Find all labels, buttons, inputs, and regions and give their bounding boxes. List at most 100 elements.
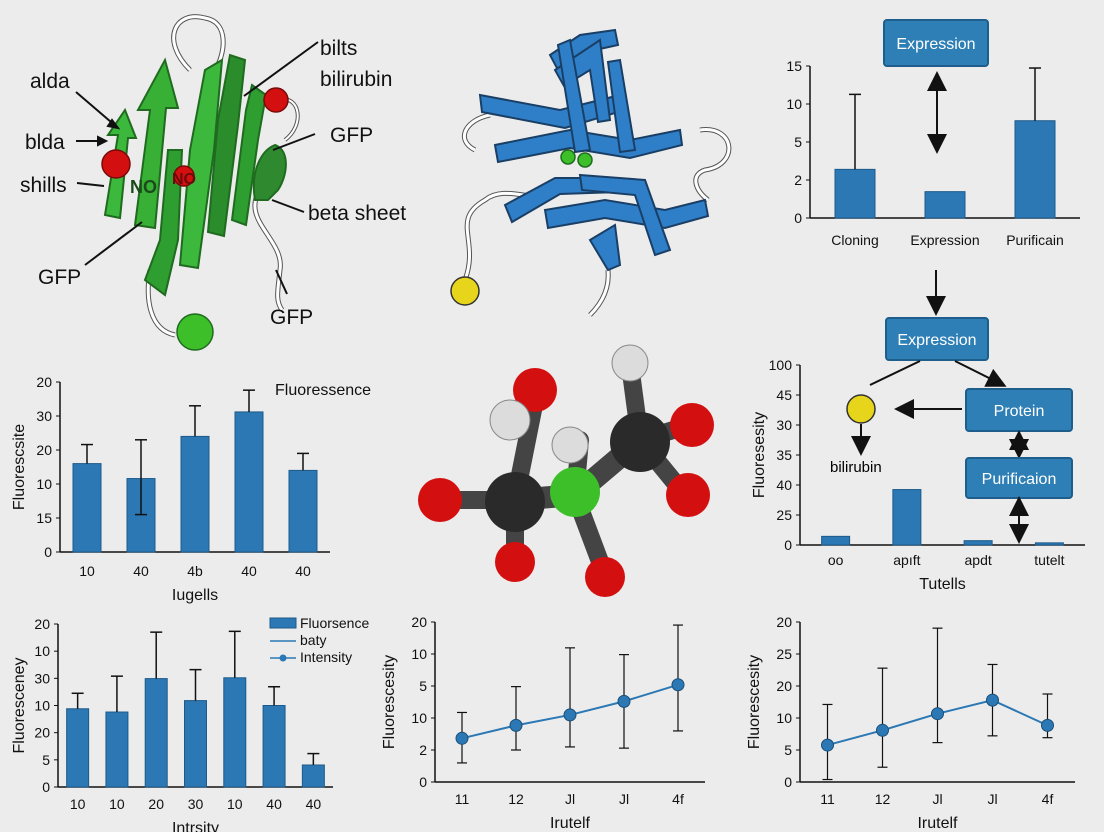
bar (892, 489, 922, 546)
x-tick-label: 10 (79, 563, 95, 579)
x-tick-label: 4f (1042, 791, 1054, 807)
bar (184, 700, 207, 788)
y-tick-label: 30 (34, 670, 50, 686)
y-tick-label: 10 (411, 646, 427, 662)
data-point (617, 694, 631, 708)
y-tick-label: 10 (34, 643, 50, 659)
x-tick-label: 10 (70, 796, 86, 812)
y-tick-label: 20 (776, 614, 792, 630)
data-point (821, 738, 834, 752)
x-tick-label: 4f (672, 791, 684, 807)
x-tick-label: 4b (187, 563, 203, 579)
x-tick-label: oo (828, 552, 844, 568)
y-tick-label: 30 (776, 417, 792, 433)
chromophore-text-2: NO (172, 171, 196, 188)
bar (262, 705, 286, 788)
oxygen-atom (418, 478, 462, 522)
y-tick-label: 100 (769, 357, 793, 373)
y-tick-label: 5 (419, 678, 427, 694)
legend-swatch-bar (269, 617, 297, 629)
bar (144, 678, 168, 788)
bar (834, 168, 876, 219)
data-point (931, 707, 944, 721)
box-expression-mid-label: Expression (897, 332, 976, 349)
y-tick-label: 15 (36, 510, 52, 526)
x-tick-label: Jl (932, 791, 942, 807)
bilirubin-label: bilirubin (830, 459, 882, 476)
bar (72, 463, 102, 553)
gfp-beta-strands (103, 53, 287, 297)
x-axis-title: Irutelf (917, 815, 958, 832)
box-purification-label: Purificaion (982, 471, 1057, 488)
data-point (455, 731, 469, 745)
y-tick-label: 2 (419, 742, 427, 758)
chlorine-atom (550, 467, 600, 517)
legend-label: Fluorsence (300, 615, 369, 631)
x-tick-label: Purificain (1006, 232, 1064, 248)
chromophore-text: NO (130, 177, 157, 197)
green-chromophore-atom (560, 149, 576, 165)
x-tick-label: 10 (109, 796, 125, 812)
y-tick-label: 30 (36, 408, 52, 424)
x-tick-label: 11 (820, 791, 835, 807)
hydrogen-atom (551, 426, 589, 464)
carbon-atom (485, 472, 545, 532)
y-tick-label: 20 (36, 374, 52, 390)
box-purification: Purificaion (965, 457, 1073, 499)
oxygen-atom (670, 403, 714, 447)
molecule-illustration (400, 330, 740, 610)
hydrogen-atom (611, 344, 649, 382)
x-tick-label: 30 (188, 796, 204, 812)
bar (180, 435, 210, 553)
x-tick-label: 40 (133, 563, 149, 579)
y-axis-title: Fluorescsite (11, 424, 28, 510)
bar (963, 540, 993, 546)
yellow-terminal-atom (450, 276, 480, 306)
y-tick-label: 10 (411, 710, 427, 726)
chart-bottom-mid: 20 10 5 10 2 0 11 12 Jl Jl 4f Fluorescesity Irutelf (380, 612, 720, 832)
data-point (671, 678, 685, 692)
chromophore: NO NO (101, 149, 196, 197)
y-tick-label: 25 (776, 646, 792, 662)
chart-title: Fluoressence (275, 382, 371, 399)
y-tick-label: 0 (784, 537, 792, 553)
y-tick-label: 35 (776, 447, 792, 463)
arrow-to-protein (954, 360, 1007, 387)
y-tick-label: 15 (786, 58, 802, 74)
data-point (509, 718, 523, 732)
y-tick-label: 0 (784, 774, 792, 790)
x-axis-title: Irutelf (550, 815, 591, 832)
y-axis-title: Fluorescesity (381, 655, 398, 749)
green-terminal-atom (176, 313, 214, 351)
y-tick-label: 0 (42, 779, 50, 795)
label-alda: alda (30, 70, 70, 93)
chart-bottom-right: 20 25 20 10 5 0 11 12 Jl Jl 4f Fluorescesity Irutelf (745, 612, 1100, 832)
data-point (1041, 718, 1054, 732)
x-tick-label: 40 (306, 796, 322, 812)
chart-mid-right: 100 45 30 35 40 25 0 oo apıft apdt tutelt Fluoreses… (750, 355, 1095, 610)
bilirubin-atom (263, 87, 289, 113)
x-tick-label: Jl (987, 791, 997, 807)
hydrogen-atom (489, 399, 531, 441)
x-tick-label: 11 (455, 791, 470, 807)
y-tick-label: 45 (776, 387, 792, 403)
bar (234, 411, 264, 553)
box-expression-mid: Expression (885, 317, 989, 361)
y-tick-label: 10 (34, 698, 50, 714)
chart-mid-left: 20 30 20 10 15 0 10 40 4b 40 40 Fluorescsite Iugells… (10, 370, 380, 605)
label-blda: blda (25, 131, 65, 154)
y-tick-label: 0 (44, 544, 52, 560)
label-bilirubin: bilirubin (320, 68, 392, 91)
bar (1014, 120, 1056, 219)
oxygen-atom (585, 557, 625, 597)
y-tick-label: 20 (34, 616, 50, 632)
oxygen-atom (513, 368, 557, 412)
y-tick-label: 20 (36, 442, 52, 458)
y-tick-label: 25 (776, 507, 792, 523)
x-tick-label: Jl (619, 791, 629, 807)
connector-line (869, 360, 921, 386)
x-tick-label: 12 (508, 791, 524, 807)
box-protein: Protein (965, 388, 1073, 432)
data-point (986, 693, 999, 707)
x-tick-label: apıft (893, 552, 920, 568)
